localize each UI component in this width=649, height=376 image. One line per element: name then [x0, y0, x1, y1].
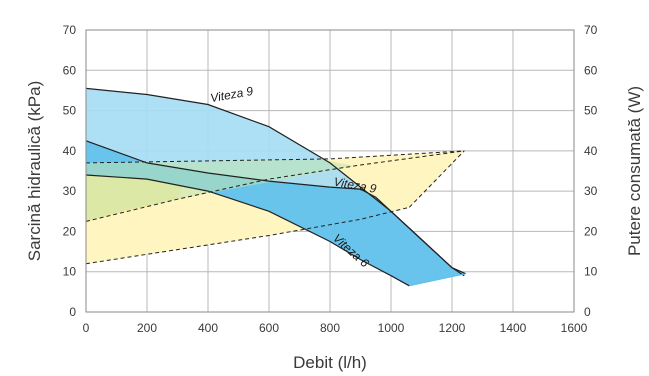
x-axis-title: Debit (l/h): [293, 353, 367, 372]
y2-tick-label: 0: [584, 305, 591, 319]
y-tick-label: 60: [63, 63, 77, 77]
curve-power-max: [85, 150, 465, 164]
y-tick-label: 20: [63, 224, 77, 238]
x-tick-label: 400: [198, 321, 218, 335]
area-fills: [86, 88, 466, 286]
y2-axis-title: Putere consumată (W): [625, 86, 644, 256]
y2-tick-label: 20: [584, 224, 598, 238]
y2-axis-ticks: 0 10 20 30 40 50 60 70: [584, 23, 598, 319]
y-axis-ticks: 0 10 20 30 40 50 60 70: [63, 23, 77, 319]
curve-power-min: [85, 206, 410, 265]
y2-tick-label: 50: [584, 104, 598, 118]
y-tick-label: 70: [63, 23, 77, 37]
x-tick-label: 1400: [500, 321, 527, 335]
y-tick-label: 40: [63, 144, 77, 158]
curve-label: Viteza 9: [209, 84, 254, 105]
curve-power-right: [408, 150, 465, 208]
y2-tick-label: 70: [584, 23, 598, 37]
x-tick-label: 1200: [439, 321, 466, 335]
x-tick-label: 800: [320, 321, 340, 335]
y2-tick-label: 10: [584, 265, 598, 279]
x-axis-ticks: 0 200 400 600 800 1000 1200 1400 1600: [83, 321, 588, 335]
curve-head-mid: [85, 140, 466, 275]
curves: [85, 87, 466, 287]
y2-tick-label: 30: [584, 184, 598, 198]
y2-tick-label: 60: [584, 63, 598, 77]
curve-power-mid: [85, 150, 465, 222]
overlap-area: [86, 158, 355, 222]
curve-head-min: [85, 174, 410, 287]
curve-head-end: [409, 273, 466, 287]
y-tick-label: 0: [69, 305, 76, 319]
y2-tick-label: 40: [584, 144, 598, 158]
x-tick-label: 1000: [378, 321, 405, 335]
y-tick-label: 50: [63, 104, 77, 118]
x-tick-label: 0: [83, 321, 90, 335]
x-tick-label: 200: [137, 321, 157, 335]
y-axis-title: Sarcină hidraulică (kPa): [25, 81, 44, 261]
x-tick-label: 1600: [561, 321, 588, 335]
y-tick-label: 30: [63, 184, 77, 198]
x-tick-label: 600: [259, 321, 279, 335]
y-tick-label: 10: [63, 265, 77, 279]
plot-frame: [85, 29, 575, 313]
